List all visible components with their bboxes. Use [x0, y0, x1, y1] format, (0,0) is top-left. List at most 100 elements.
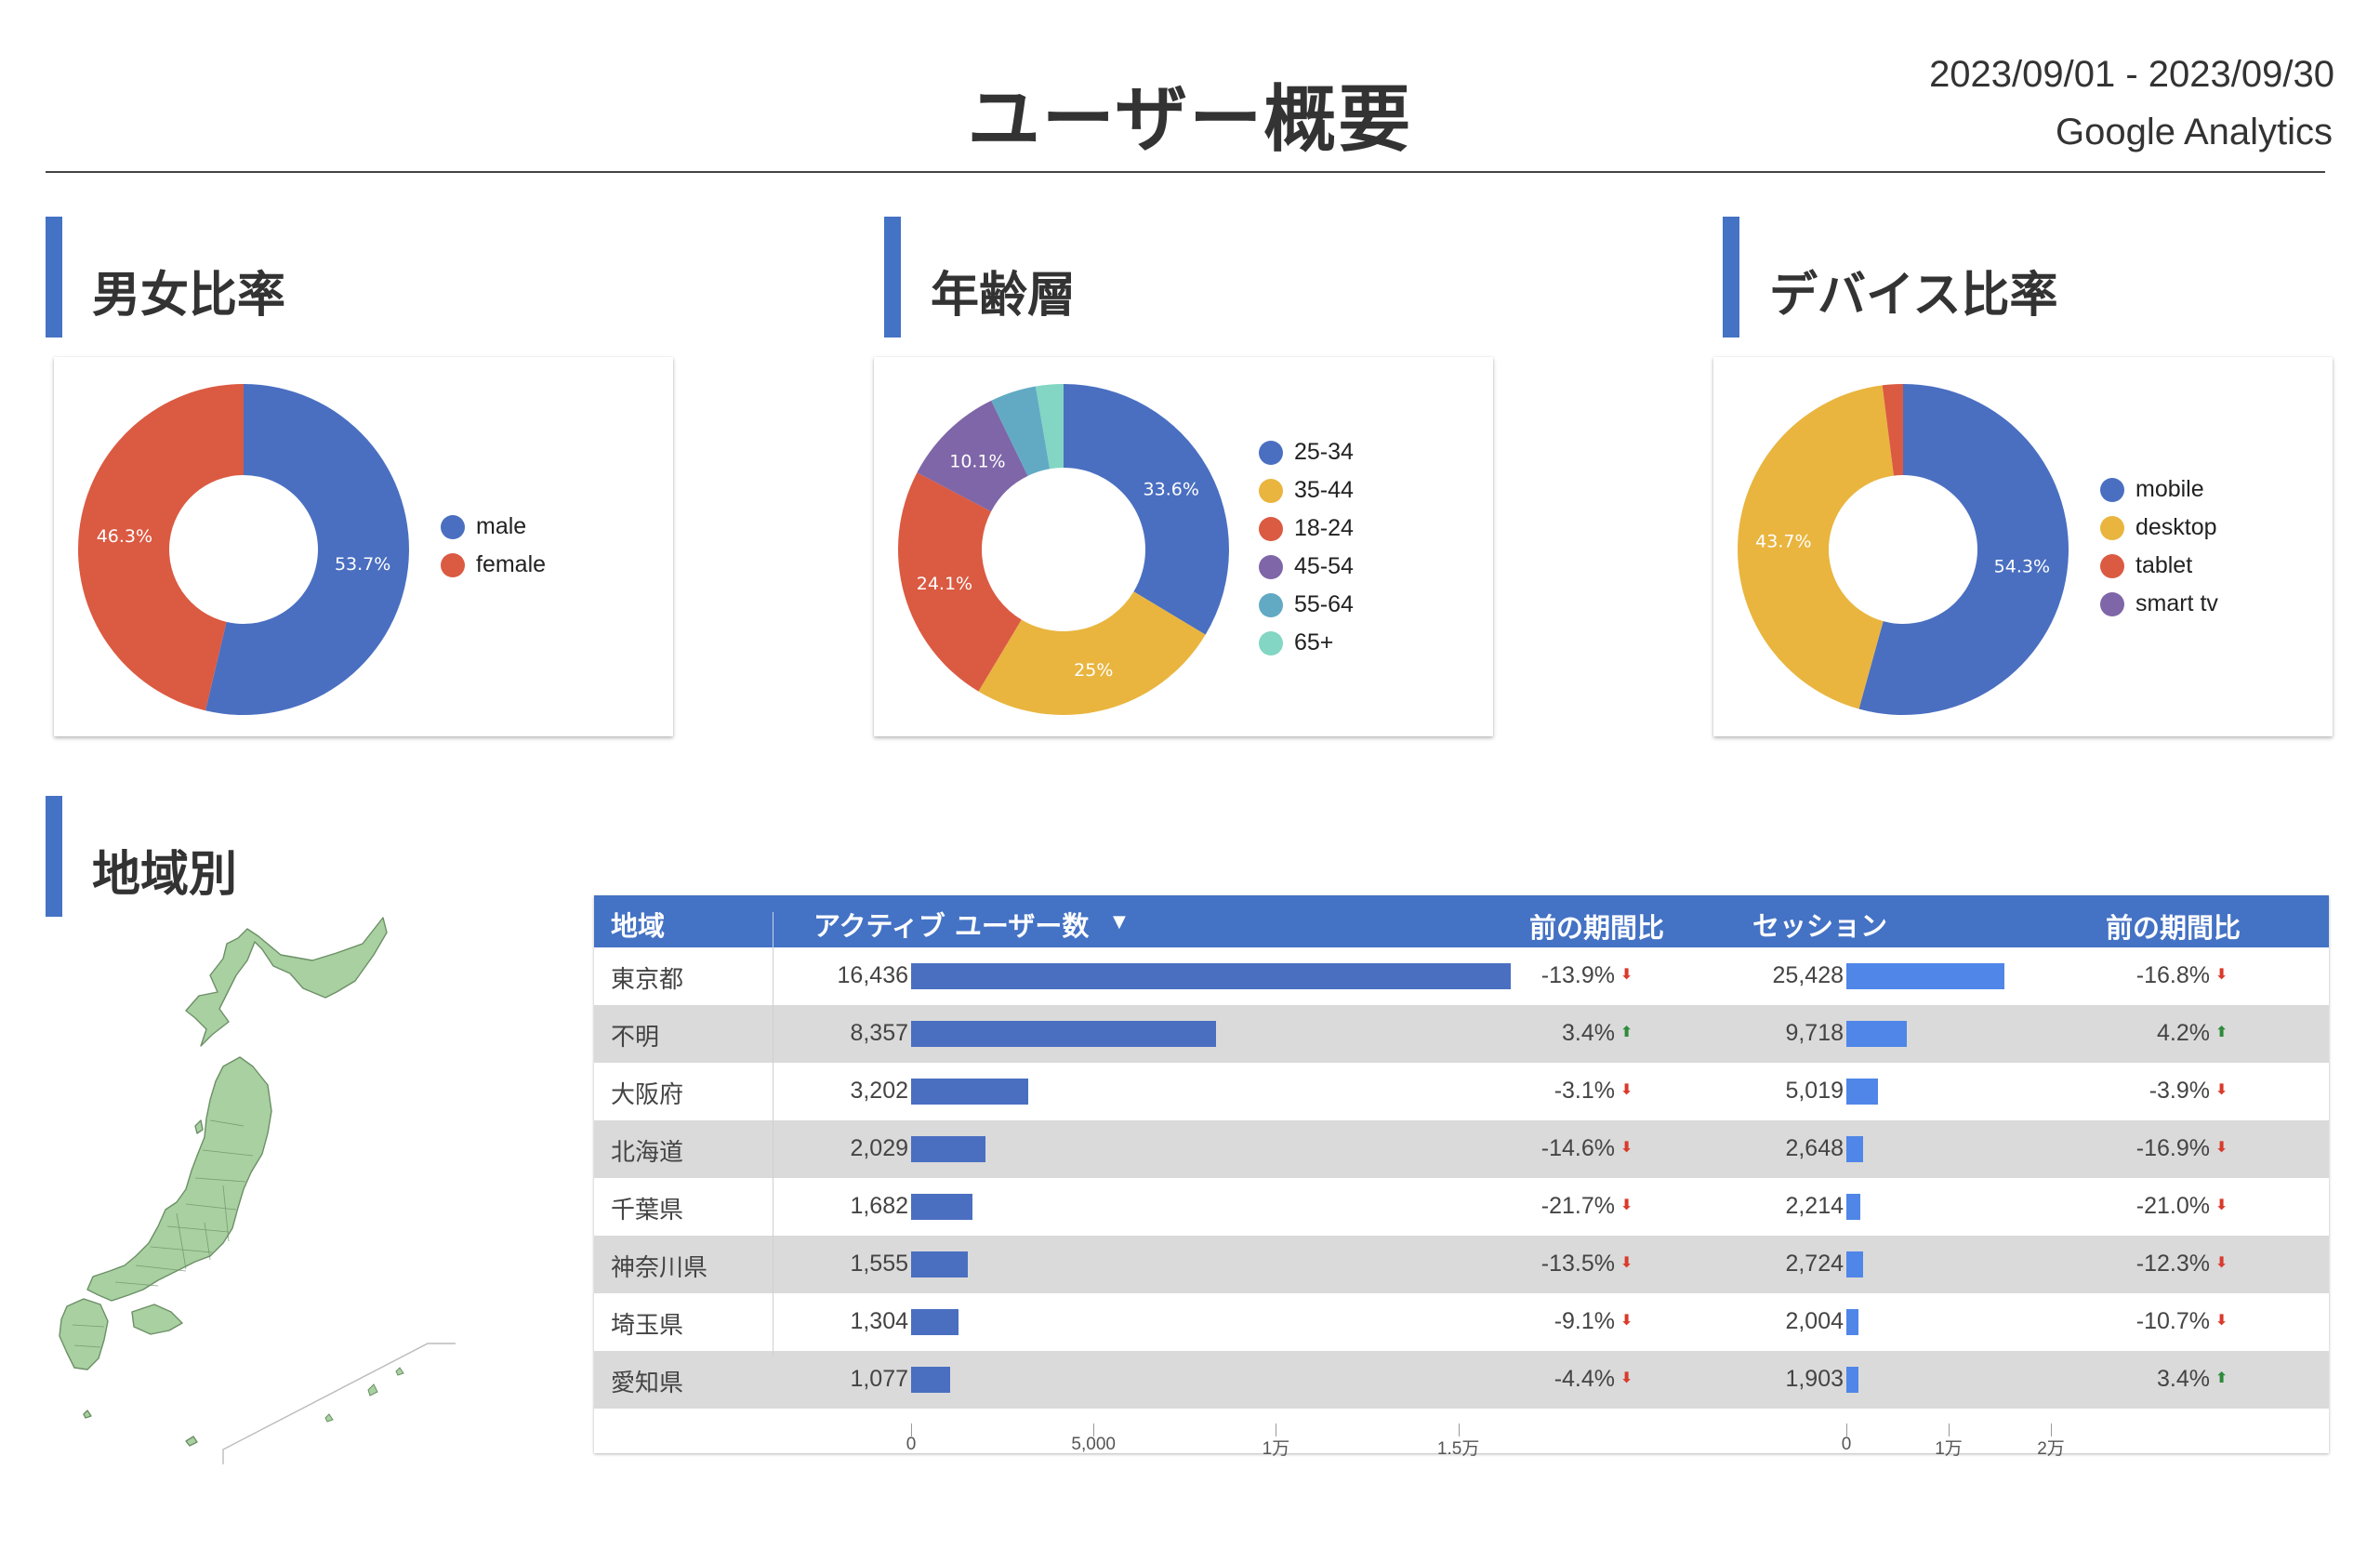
- title-divider: [46, 171, 2325, 173]
- gender-legend: male female: [441, 508, 546, 584]
- slice-65+[interactable]: [1035, 384, 1064, 470]
- users-bar: [911, 1251, 969, 1277]
- table-axis: 0 5,000 1万 1.5万 0 1万 2万: [594, 1412, 2329, 1459]
- slice-value-label: 33.6%: [1144, 479, 1199, 499]
- sort-desc-icon[interactable]: ▼: [1113, 912, 1126, 932]
- section-accent-bar: [46, 217, 62, 338]
- legend-item[interactable]: desktop: [2100, 509, 2218, 547]
- slice-tablet[interactable]: [1882, 384, 1903, 476]
- legend-item[interactable]: 25-34: [1259, 433, 1354, 471]
- table-row[interactable]: 東京都 16,436 -13.9% ⬇ 25,428 -16.8% ⬇: [594, 947, 2329, 1005]
- arrow-down-icon: ⬇: [2215, 1138, 2228, 1156]
- section-accent-bar: [46, 796, 62, 917]
- legend-label: 18-24: [1294, 515, 1354, 541]
- legend-item[interactable]: 18-24: [1259, 510, 1354, 548]
- age-donut-chart[interactable]: 33.6% 25% 24.1% 10.1%: [874, 357, 1493, 736]
- sessions-bar: [1846, 1194, 1860, 1220]
- col-users-header[interactable]: アクティブ ユーザー数: [813, 910, 1090, 942]
- date-range[interactable]: 2023/09/01 - 2023/09/30: [1929, 54, 2334, 95]
- slice-value-label: 46.3%: [97, 526, 152, 547]
- cell-users: 8,357: [850, 1020, 908, 1046]
- slice-25-34[interactable]: [1064, 384, 1229, 635]
- cell-users-change: 3.4%: [1562, 1020, 1615, 1046]
- slice-female[interactable]: [77, 384, 244, 711]
- table-row[interactable]: 千葉県 1,682 -21.7% ⬇ 2,214 -21.0% ⬇: [594, 1178, 2329, 1236]
- legend-item[interactable]: tablet: [2100, 547, 2218, 585]
- cell-users-change: -14.6%: [1540, 1135, 1615, 1161]
- cell-region: 愛知県: [611, 1370, 684, 1397]
- legend-label: 55-64: [1294, 591, 1354, 617]
- legend-item[interactable]: smart tv: [2100, 585, 2218, 623]
- legend-item[interactable]: 45-54: [1259, 548, 1354, 586]
- table-row[interactable]: 大阪府 3,202 -3.1% ⬇ 5,019 -3.9% ⬇: [594, 1063, 2329, 1120]
- sessions-bar: [1846, 1136, 1863, 1162]
- table-row[interactable]: 不明 8,357 3.4% ⬆ 9,718 4.2% ⬆: [594, 1005, 2329, 1063]
- legend-label: smart tv: [2135, 590, 2218, 616]
- arrow-down-icon: ⬇: [2215, 1311, 2228, 1329]
- axis-tick-label: 0: [906, 1435, 917, 1454]
- legend-swatch: [441, 552, 465, 577]
- legend-swatch: [2100, 553, 2124, 578]
- cell-region: 不明: [611, 1024, 660, 1052]
- cell-sessions-change: -16.8%: [2135, 962, 2210, 988]
- map-region-shikoku: [131, 1304, 183, 1335]
- device-donut-chart[interactable]: 54.3% 43.7%: [1713, 357, 2333, 736]
- section-region-title: 地域別: [92, 847, 238, 903]
- cell-users-change: -3.1%: [1554, 1078, 1615, 1104]
- section-age-title: 年齢層: [931, 268, 1077, 324]
- legend-item[interactable]: 65+: [1259, 624, 1354, 662]
- japan-geo-map[interactable]: [46, 907, 567, 1475]
- col-region-header[interactable]: 地域: [611, 910, 666, 942]
- legend-swatch: [2100, 591, 2124, 616]
- cell-sessions: 2,724: [1785, 1251, 1844, 1277]
- table-header: 地域 アクティブ ユーザー数 ▼ 前の期間比 セッション 前の期間比: [594, 895, 2329, 947]
- arrow-down-icon: ⬇: [1620, 1253, 1633, 1271]
- region-table[interactable]: 地域 アクティブ ユーザー数 ▼ 前の期間比 セッション 前の期間比 東京都 16…: [594, 895, 2329, 1459]
- legend-item[interactable]: 55-64: [1259, 586, 1354, 624]
- axis-tick: [1458, 1423, 1460, 1436]
- legend-swatch: [1259, 592, 1283, 617]
- slice-18-24[interactable]: [898, 472, 1022, 692]
- slice-male[interactable]: [205, 384, 409, 715]
- table-row[interactable]: 埼玉県 1,304 -9.1% ⬇ 2,004 -10.7% ⬇: [594, 1293, 2329, 1351]
- section-accent-bar: [884, 217, 901, 338]
- cell-sessions-change: -3.9%: [2149, 1078, 2210, 1104]
- arrow-up-icon: ⬆: [2215, 1369, 2228, 1386]
- table-row[interactable]: 北海道 2,029 -14.6% ⬇ 2,648 -16.9% ⬇: [594, 1120, 2329, 1178]
- legend-item[interactable]: 35-44: [1259, 471, 1354, 510]
- axis-tick-label: 5,000: [1071, 1435, 1116, 1454]
- axis-tick-label: 0: [1841, 1435, 1852, 1454]
- age-chart-card[interactable]: 33.6% 25% 24.1% 10.1% 25-34 35-44 18-24 45-54 5…: [874, 357, 1493, 736]
- section-device-title: デバイス比率: [1769, 268, 2058, 324]
- slice-45-54[interactable]: [917, 400, 1028, 512]
- table-row[interactable]: 神奈川県 1,555 -13.5% ⬇ 2,724 -12.3% ⬇: [594, 1236, 2329, 1293]
- cell-region: 千葉県: [611, 1197, 684, 1224]
- section-accent-bar: [1723, 217, 1739, 338]
- legend-item[interactable]: mobile: [2100, 470, 2218, 509]
- cell-sessions: 1,903: [1785, 1366, 1844, 1392]
- slice-55-64[interactable]: [991, 386, 1051, 476]
- slice-35-44[interactable]: [978, 591, 1206, 715]
- legend-label: 65+: [1294, 629, 1334, 655]
- col-sessions-header[interactable]: セッション: [1752, 910, 1888, 942]
- users-bar: [911, 1309, 959, 1335]
- cell-sessions-change: -16.9%: [2135, 1135, 2210, 1161]
- cell-users: 1,555: [850, 1251, 908, 1277]
- slice-mobile[interactable]: [1858, 384, 2069, 715]
- device-chart-card[interactable]: 54.3% 43.7% mobile desktop tablet smart tv: [1713, 357, 2333, 736]
- legend-swatch: [2100, 515, 2124, 540]
- slice-value-label: 53.7%: [335, 554, 390, 575]
- gender-chart-card[interactable]: 53.7% 46.3% male female: [54, 357, 673, 736]
- legend-item[interactable]: male: [441, 508, 546, 546]
- col-sessions-change-header[interactable]: 前の期間比: [2106, 912, 2241, 944]
- gender-donut-chart[interactable]: 53.7% 46.3%: [54, 357, 673, 736]
- legend-item[interactable]: female: [441, 546, 546, 584]
- japan-map-svg[interactable]: [46, 907, 567, 1475]
- slice-desktop[interactable]: [1738, 385, 1894, 709]
- cell-sessions-change: -10.7%: [2135, 1308, 2210, 1334]
- cell-sessions: 2,214: [1785, 1193, 1844, 1219]
- table-row[interactable]: 愛知県 1,077 -4.4% ⬇ 1,903 3.4% ⬆: [594, 1351, 2329, 1409]
- arrow-down-icon: ⬇: [1620, 1196, 1633, 1213]
- col-users-change-header[interactable]: 前の期間比: [1529, 912, 1665, 944]
